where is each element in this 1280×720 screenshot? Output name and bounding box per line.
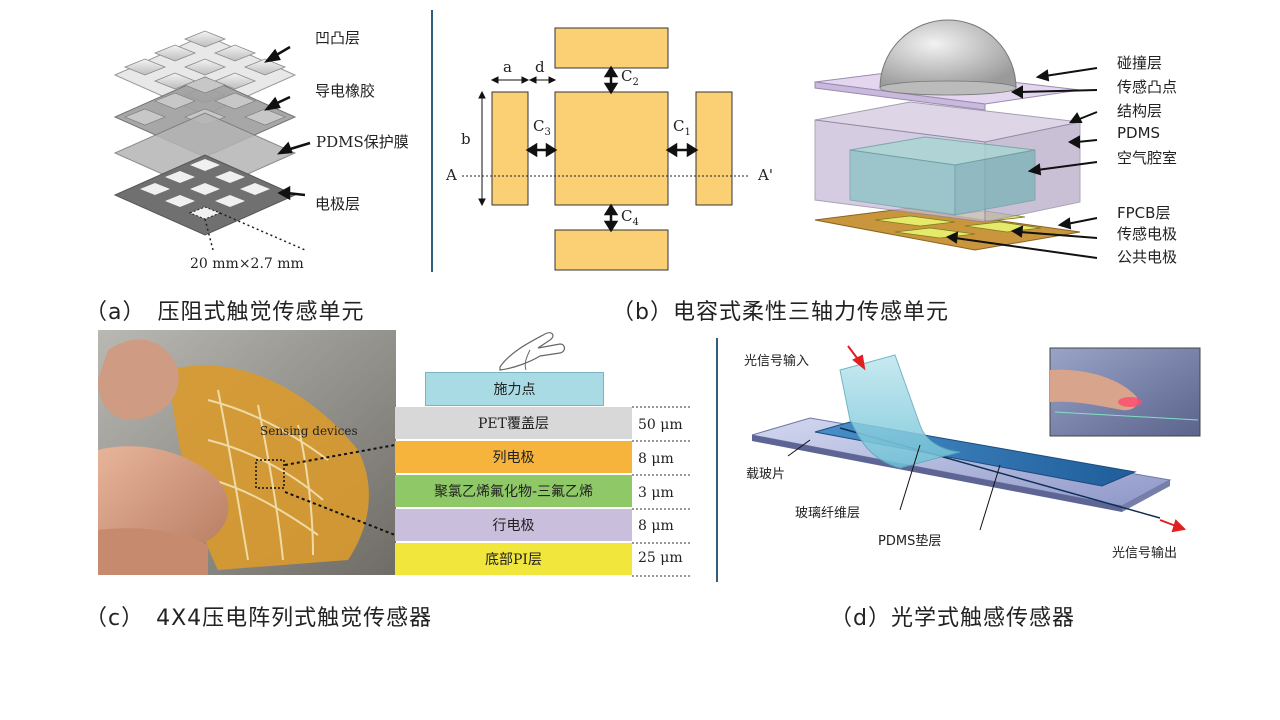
fpcb-layer — [814, 207, 1081, 251]
force-point: 施力点 — [425, 372, 604, 406]
panel-c-callout-lines — [284, 444, 396, 536]
panel-b-electrode-diagram — [462, 27, 750, 271]
caption-b: （b）电容式柔性三轴力传感单元 — [612, 300, 949, 325]
input-flap — [839, 354, 961, 469]
label-sensing-devices: Sensing devices — [260, 424, 358, 438]
label-air-cavity: 空气腔室 — [1117, 149, 1178, 167]
label-structure-layer: 结构层 — [1117, 102, 1163, 120]
panel-d-figure — [751, 345, 1201, 533]
label-bump-layer: 凹凸层 — [315, 29, 361, 47]
panel-c-hand-icon — [499, 332, 566, 371]
thickness-column: 8 μm — [638, 451, 674, 467]
pad-left — [491, 91, 529, 206]
thickness-pvdf: 3 μm — [638, 485, 674, 501]
caption-a: （a） 压阻式触觉传感单元 — [85, 300, 365, 325]
panel-c-photo — [98, 330, 396, 575]
section-a: A — [446, 166, 457, 184]
divider-bottom — [716, 338, 718, 582]
caption-c: （c） 4X4压电阵列式触觉传感器 — [85, 606, 433, 631]
layer-pi: 底部PI层 — [395, 543, 632, 575]
gap-c1: C1 — [673, 117, 691, 138]
layer-column-electrode-label: 列电极 — [492, 450, 535, 466]
thickness-pet: 50 μm — [638, 417, 683, 433]
layer-column-electrode: 列电极 — [395, 441, 632, 473]
label-optical-input: 光信号输入 — [744, 354, 810, 369]
sensor-highlight — [255, 459, 285, 489]
thickness-guides — [632, 406, 690, 577]
pad-bottom — [554, 229, 669, 271]
label-optical-output: 光信号输出 — [1112, 546, 1178, 561]
label-sensing-bump: 传感凸点 — [1117, 78, 1178, 96]
thickness-pi: 25 μm — [638, 550, 683, 566]
layer-row-electrode: 行电极 — [395, 509, 632, 541]
layer-pvdf-trfe: 聚氯乙烯氟化物-三氟乙烯 — [395, 475, 632, 507]
label-sensing-electrode: 传感电极 — [1117, 225, 1178, 243]
label-glass-slide: 载玻片 — [746, 467, 786, 482]
sensing-dome — [879, 19, 1017, 89]
layer-row-electrode-label: 行电极 — [492, 518, 535, 534]
section-a-prime: A' — [758, 166, 773, 184]
label-pdms-pad: PDMS垫层 — [878, 534, 942, 549]
label-collision-layer: 碰撞层 — [1117, 54, 1163, 72]
inset-finger — [1050, 369, 1138, 411]
label-conductive-rubber: 导电橡胶 — [315, 82, 376, 100]
dim-a: a — [503, 58, 512, 76]
layer-pi-label: 底部PI层 — [485, 552, 542, 568]
label-common-electrode: 公共电极 — [1117, 248, 1178, 266]
pad-right — [695, 91, 733, 206]
thickness-row: 8 μm — [638, 518, 674, 534]
caption-d: （d）光学式触感传感器 — [830, 606, 1075, 631]
panel-b-structure-figure — [814, 19, 1098, 259]
gap-c2: C2 — [621, 67, 639, 88]
label-dimension: 20 mm×2.7 mm — [190, 256, 304, 272]
label-electrode-layer: 电极层 — [315, 195, 361, 213]
layer-pet: PET覆盖层 — [395, 407, 632, 439]
pad-top — [554, 27, 669, 69]
force-point-label: 施力点 — [493, 382, 536, 398]
dim-b: b — [461, 130, 471, 148]
divider-top — [431, 10, 433, 272]
panel-a-figure — [113, 30, 311, 251]
label-glass-fiber: 玻璃纤维层 — [795, 506, 861, 521]
label-pdms: PDMS — [1117, 124, 1161, 142]
gap-c4: C4 — [621, 207, 639, 228]
dim-d: d — [535, 58, 545, 76]
label-pdms-film: PDMS保护膜 — [316, 133, 409, 151]
layer-pvdf-trfe-label: 聚氯乙烯氟化物-三氟乙烯 — [433, 484, 594, 500]
gap-c3: C3 — [533, 117, 551, 138]
label-fpcb-layer: FPCB层 — [1117, 204, 1171, 222]
pad-center — [554, 91, 669, 206]
layer-pet-label: PET覆盖层 — [478, 416, 549, 432]
